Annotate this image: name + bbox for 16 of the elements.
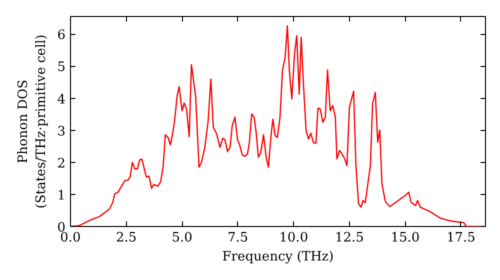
y-tick-label: 2: [57, 156, 66, 172]
y-tick-label: 4: [57, 92, 66, 108]
x-tick-label: 2.5: [116, 230, 137, 246]
y-tick-label: 5: [57, 60, 66, 76]
x-tick-label: 12.5: [334, 230, 364, 246]
y-tick-label: 6: [57, 28, 66, 44]
x-axis-title: Frequency (THz): [222, 250, 334, 264]
y-tick-label: 1: [57, 188, 66, 204]
x-tick-label: 5.0: [172, 230, 192, 246]
x-tick-label: 0.0: [60, 230, 81, 246]
x-tick-label: 17.5: [446, 230, 476, 246]
y-tick-label: 3: [57, 124, 66, 140]
y-axis-title: Phonon DOS (States/THz·primitive cell): [16, 34, 50, 208]
x-tick-label: 10.0: [279, 230, 308, 246]
x-tick-label: 15.0: [390, 230, 420, 246]
x-tick-label: 7.5: [228, 230, 248, 246]
